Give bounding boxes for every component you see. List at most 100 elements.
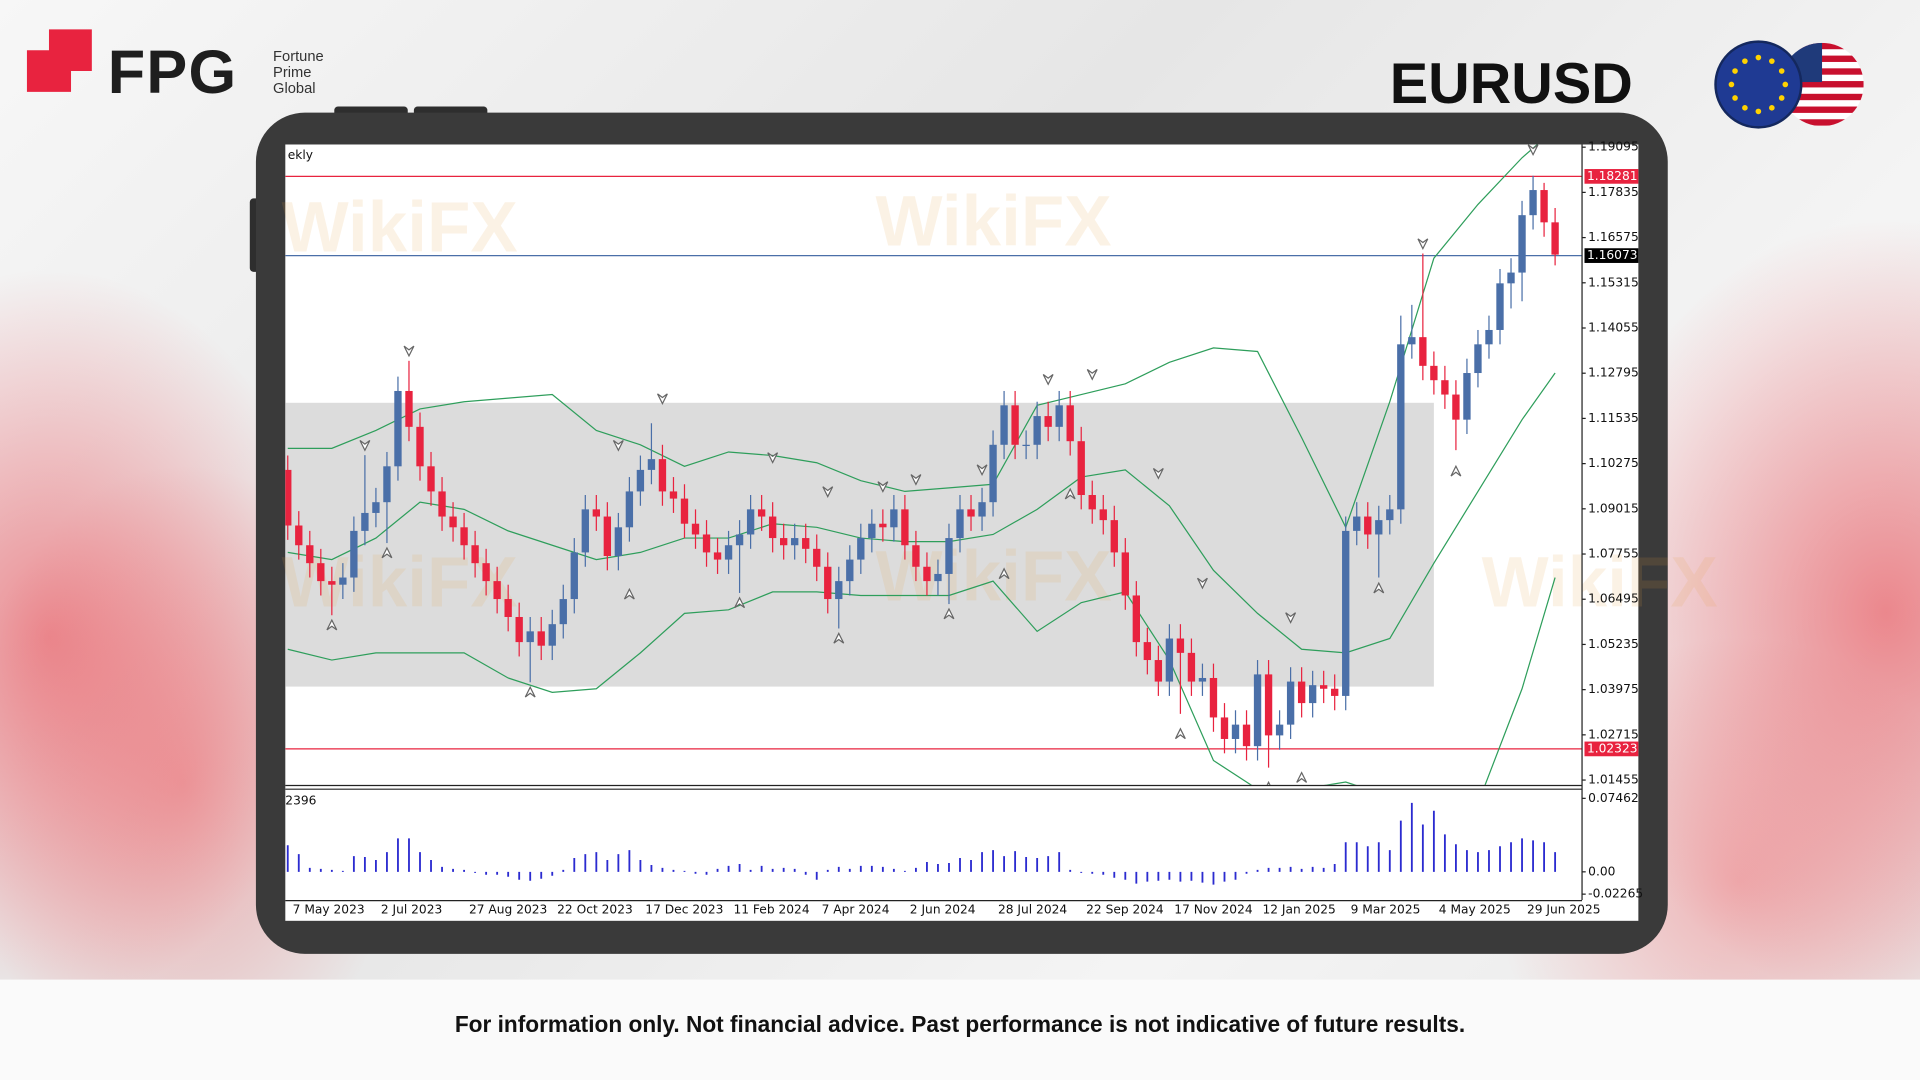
star bbox=[1742, 105, 1748, 111]
candle-body bbox=[1198, 677, 1207, 682]
candle-body bbox=[570, 552, 578, 600]
fractal-arrow bbox=[877, 481, 889, 493]
candle-body bbox=[1143, 642, 1152, 661]
eu-flag bbox=[1714, 40, 1803, 129]
candle-body bbox=[438, 491, 446, 517]
fractal-arrow bbox=[657, 393, 668, 406]
fractal-arrow bbox=[822, 486, 834, 498]
candle-body bbox=[372, 502, 380, 513]
level-tag-label: 1.16073 bbox=[1587, 248, 1638, 262]
fractal-arrow bbox=[359, 440, 371, 452]
candle-body bbox=[1264, 674, 1273, 736]
watermark: WikiFX bbox=[282, 188, 518, 267]
candle-body bbox=[824, 566, 832, 600]
x-tick-label: 22 Oct 2023 bbox=[557, 902, 633, 916]
candle-body bbox=[1297, 681, 1306, 704]
candle-body bbox=[1496, 283, 1504, 330]
star bbox=[1769, 105, 1775, 111]
y-tick-label: 1.03975 bbox=[1588, 682, 1639, 696]
fractal-arrow bbox=[767, 452, 779, 464]
star bbox=[1732, 95, 1738, 101]
fractal-arrow bbox=[1174, 727, 1186, 740]
candle-body bbox=[735, 534, 744, 546]
candle-body bbox=[1430, 365, 1438, 381]
axes: ekly 2396 1.19095 1.17835 1.16575 1.15315 1.… bbox=[285, 140, 1643, 917]
fractal-arrow bbox=[1373, 581, 1385, 594]
brand-sub: Prime bbox=[273, 63, 312, 81]
candle-body bbox=[1154, 660, 1163, 682]
candle-body bbox=[1320, 685, 1328, 689]
candle-body bbox=[1011, 405, 1019, 445]
y-tick-label: 1.17835 bbox=[1588, 185, 1639, 199]
candle-body bbox=[1253, 674, 1262, 747]
candle-body bbox=[802, 538, 810, 549]
indicator-label: 2396 bbox=[285, 793, 316, 807]
candle-body bbox=[1485, 329, 1493, 345]
candle-body bbox=[1331, 688, 1339, 696]
candle-body bbox=[868, 523, 876, 539]
candle-body bbox=[1066, 405, 1074, 442]
candle-body bbox=[1397, 344, 1405, 510]
y-tick-label: 1.06495 bbox=[1588, 592, 1639, 606]
candle-body bbox=[691, 523, 700, 535]
fractal-arrow bbox=[976, 464, 988, 477]
candle-body bbox=[1077, 441, 1085, 496]
fractal-arrow bbox=[1527, 144, 1539, 157]
star bbox=[1755, 54, 1762, 61]
candle-body bbox=[1220, 717, 1229, 739]
x-tick-label: 9 Mar 2025 bbox=[1351, 902, 1421, 916]
candle-body bbox=[647, 459, 656, 470]
candle-body bbox=[1551, 222, 1559, 255]
candle-body bbox=[978, 502, 986, 517]
x-tick-label: 27 Aug 2023 bbox=[469, 902, 547, 916]
price-plot bbox=[285, 144, 1583, 785]
y-tick-label: 1.01455 bbox=[1588, 773, 1639, 787]
candle-body bbox=[1110, 520, 1118, 553]
candle-body bbox=[482, 563, 490, 582]
candle-body bbox=[934, 573, 942, 582]
fractal-arrow bbox=[833, 632, 845, 644]
candle-body bbox=[1474, 344, 1482, 374]
x-tick-label: 7 May 2023 bbox=[293, 902, 365, 916]
y-tick-label: 1.15315 bbox=[1588, 275, 1639, 289]
fractal-arrow bbox=[1450, 464, 1462, 477]
candle-body bbox=[1022, 444, 1030, 447]
candle-body bbox=[405, 390, 413, 427]
candle-body bbox=[1507, 272, 1515, 284]
candle-body bbox=[1000, 405, 1008, 445]
candle-body bbox=[526, 631, 534, 643]
y-tick-label: 1.02715 bbox=[1588, 727, 1639, 741]
candle-body bbox=[1386, 509, 1394, 521]
fractal-arrow bbox=[1197, 577, 1208, 590]
candle-body bbox=[537, 631, 545, 646]
star bbox=[1742, 58, 1748, 64]
star bbox=[1778, 68, 1785, 74]
eu-stars bbox=[1728, 54, 1789, 115]
indicator-plot bbox=[286, 802, 1557, 885]
candle-body bbox=[317, 563, 325, 582]
candle-body bbox=[1044, 416, 1052, 427]
level-tag-label: 1.18281 bbox=[1587, 169, 1638, 183]
candle-body bbox=[592, 509, 600, 517]
candle-body bbox=[923, 566, 931, 582]
candle-body bbox=[625, 491, 634, 528]
candle-body bbox=[460, 527, 468, 546]
fractal-arrow bbox=[524, 685, 536, 698]
candle-body bbox=[603, 516, 612, 557]
candle-body bbox=[989, 444, 997, 503]
candle-body bbox=[835, 581, 843, 600]
symbol: EURUSD bbox=[1389, 50, 1633, 116]
star bbox=[1778, 95, 1785, 101]
candle-body bbox=[912, 545, 920, 567]
x-tick-label: 2 Jun 2024 bbox=[910, 902, 976, 916]
candle-body bbox=[1231, 724, 1240, 739]
candle-body bbox=[1242, 724, 1251, 747]
candle-body bbox=[493, 581, 501, 600]
bollinger-middle bbox=[287, 372, 1556, 654]
fractal-arrow bbox=[734, 596, 746, 609]
disclaimer: For information only. Not financial advi… bbox=[454, 1011, 1466, 1038]
candle-body bbox=[1286, 681, 1295, 725]
